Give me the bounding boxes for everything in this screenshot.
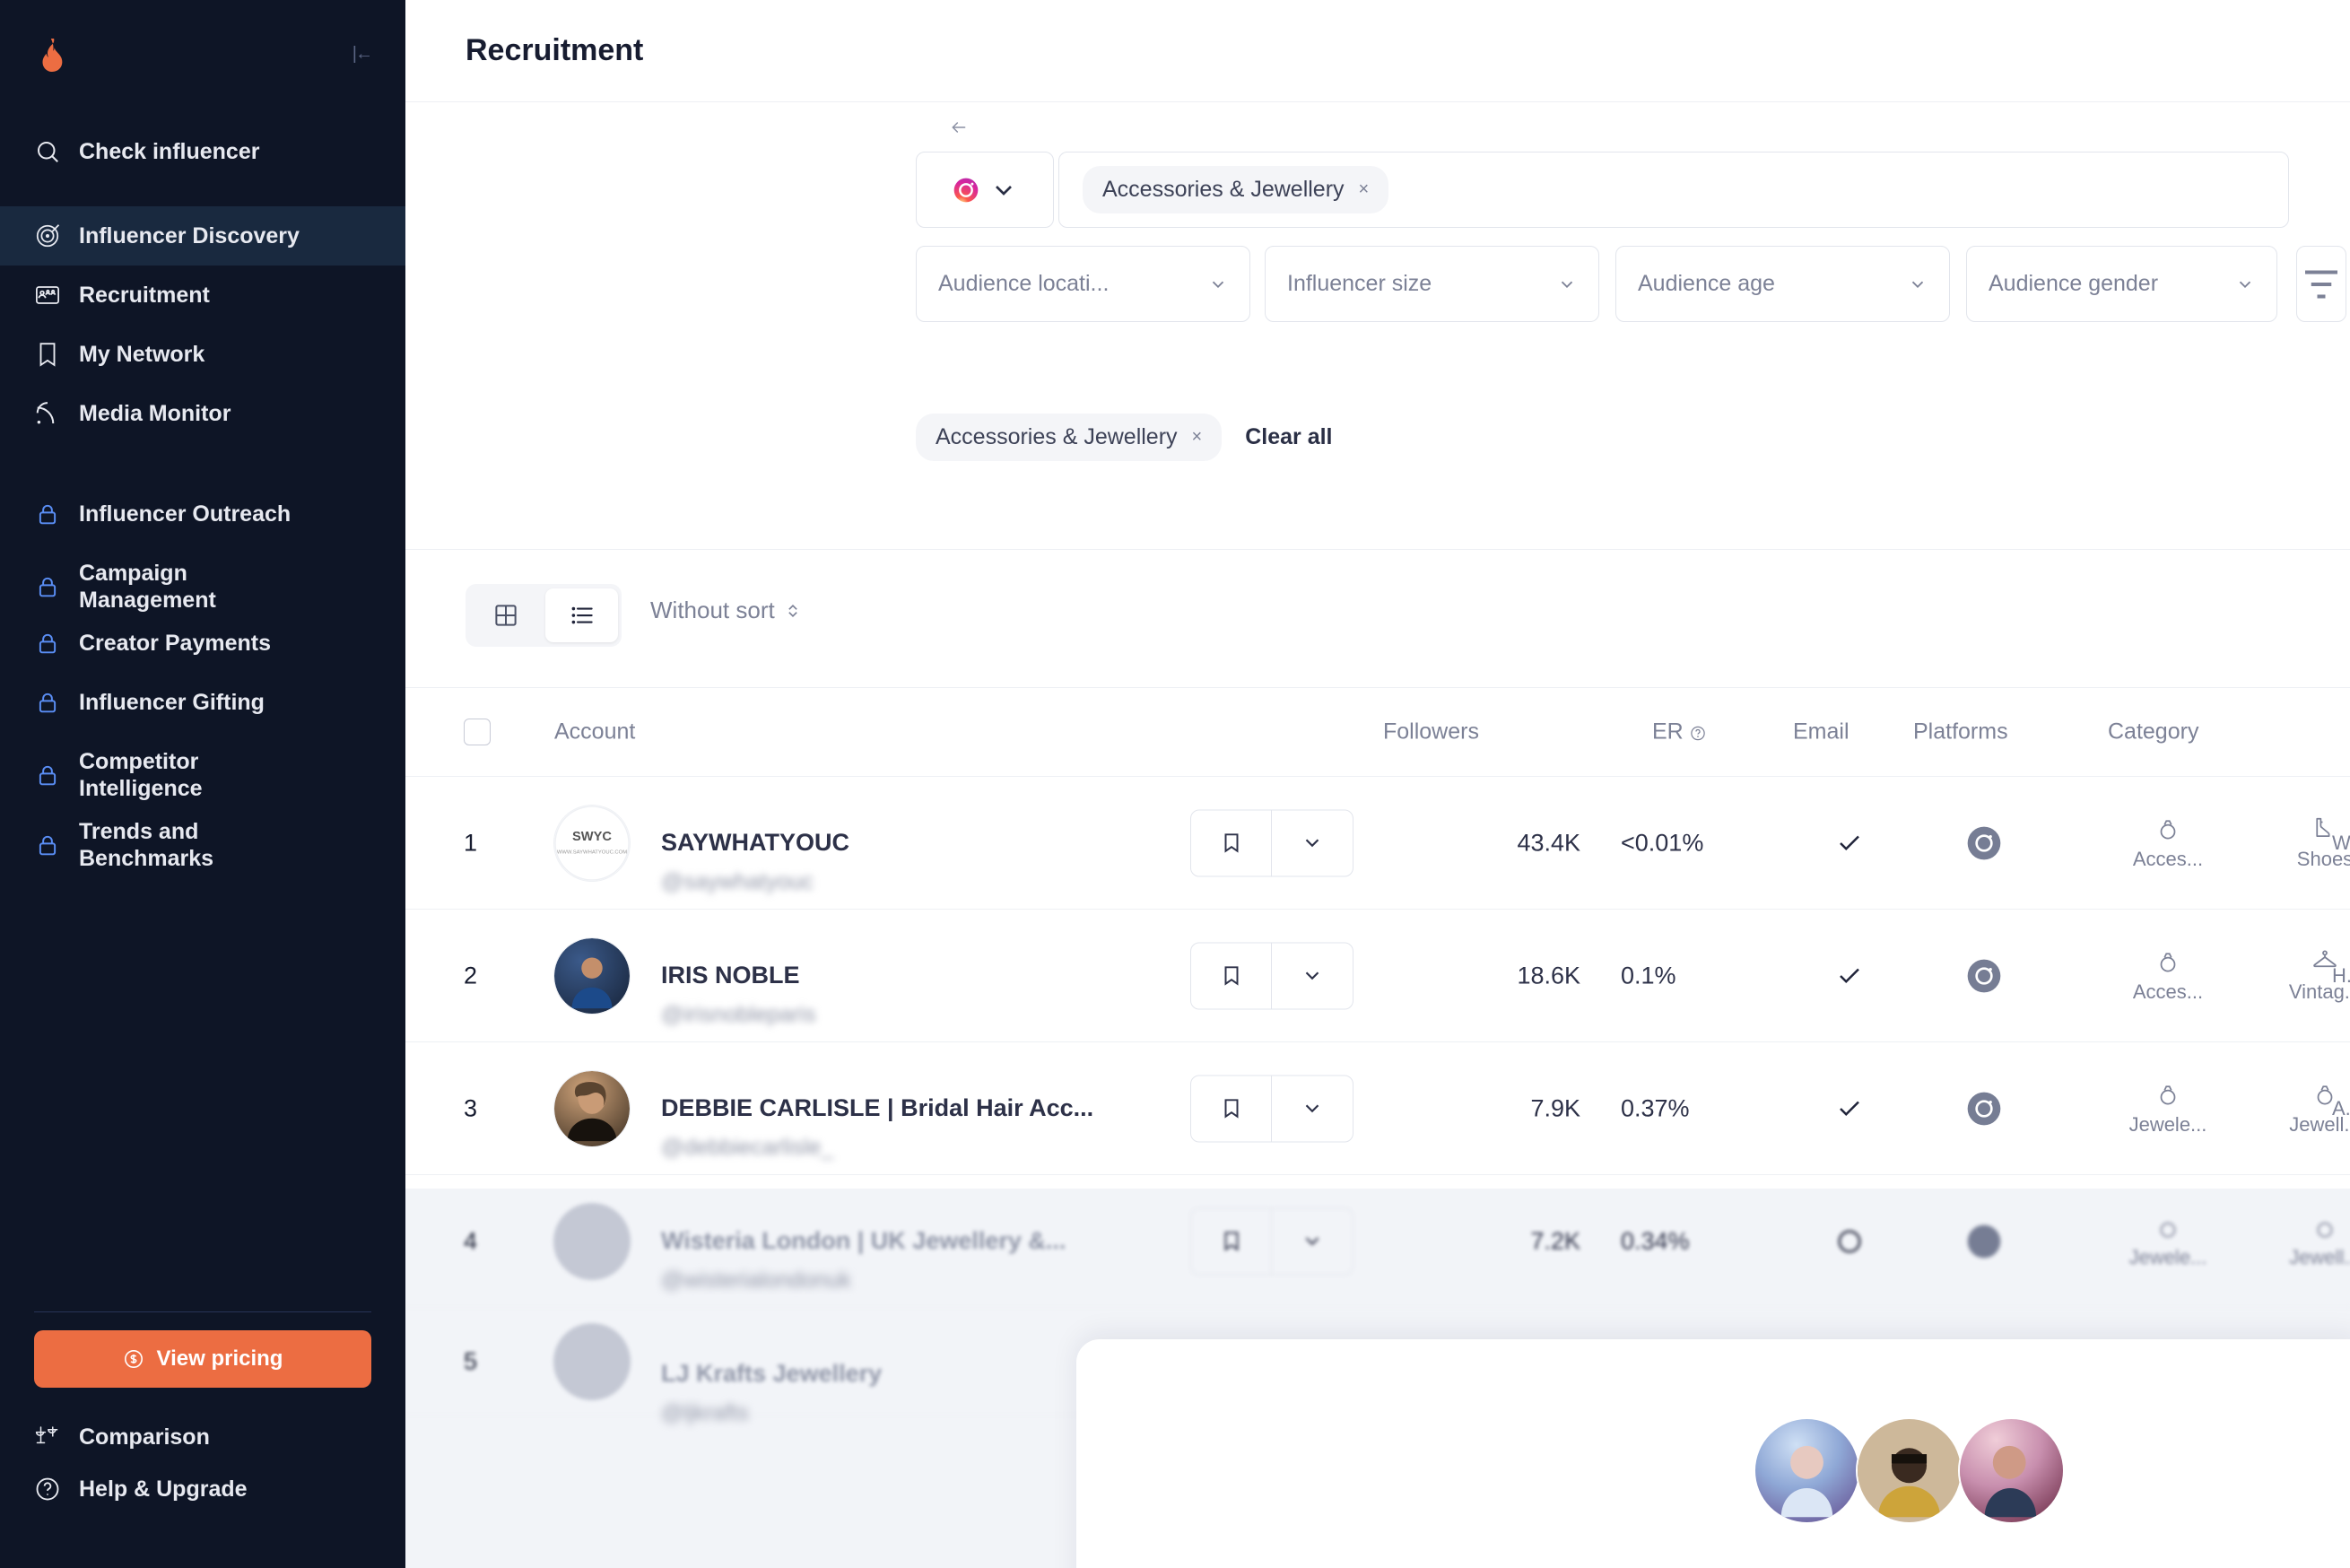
- svg-text:SWYC: SWYC: [572, 830, 612, 844]
- svg-text:WWW.SAYWHATYOUC.COM: WWW.SAYWHATYOUC.COM: [557, 849, 627, 855]
